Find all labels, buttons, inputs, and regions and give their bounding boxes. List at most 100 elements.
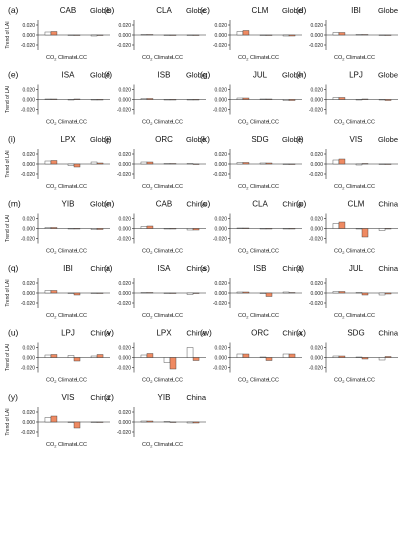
x-tick-label: LCC	[172, 120, 183, 126]
panel-c: (c) CLM Globe 0.020 0.000 -0.020 CO2 Climate LCC	[200, 5, 302, 62]
y-tick-label: -0.020	[21, 172, 35, 178]
region-label: Globe	[282, 71, 302, 80]
y-tick-label: 0.000	[22, 33, 35, 39]
bar-filled	[361, 228, 369, 238]
panel-label: (u)	[8, 328, 19, 338]
model-label: LPJ	[61, 329, 75, 338]
bar-open	[378, 163, 386, 165]
bar-open	[140, 292, 148, 294]
panel-u: (u) LPJ China 0.020 0.000 -0.020 Trend of LAI C…	[5, 328, 111, 385]
x-tick-label: CO2	[142, 378, 153, 385]
bar-filled	[265, 34, 273, 36]
region-label: Globe	[378, 6, 398, 15]
model-label: CAB	[156, 200, 172, 209]
bar-open	[355, 34, 363, 36]
bar-filled	[338, 291, 346, 294]
x-tick-label: LCC	[268, 313, 279, 319]
x-tick-label: Climate	[346, 184, 365, 190]
region-label: Globe	[186, 71, 206, 80]
x-tick-label: LCC	[76, 184, 87, 190]
x-tick-label: LCC	[268, 55, 279, 61]
bar-open	[67, 163, 75, 166]
x-tick-label: CO2	[334, 249, 345, 256]
region-label: China	[186, 200, 206, 209]
bar-filled	[361, 357, 369, 360]
bar-filled	[146, 420, 154, 423]
y-tick-label: 0.000	[310, 162, 323, 168]
region-label: China	[378, 329, 398, 338]
y-tick-label: -0.020	[117, 430, 131, 436]
bar-open	[236, 353, 244, 358]
y-tick-label: 0.020	[22, 346, 35, 352]
y-tick-label: 0.000	[118, 227, 131, 233]
y-tick-label: 0.020	[310, 217, 323, 223]
y-tick-label: 0.020	[22, 88, 35, 94]
x-tick-label: CO2	[142, 313, 153, 320]
x-tick-label: CO2	[238, 184, 249, 191]
bar-filled	[50, 227, 58, 229]
bar-open	[140, 161, 148, 165]
x-tick-label: Climate	[58, 313, 77, 319]
model-label: SDG	[347, 329, 364, 338]
region-label: Globe	[90, 200, 110, 209]
bar-open	[67, 421, 75, 423]
panel-b: (b) CLA Globe 0.020 0.000 -0.020 CO2 Climate LCC	[104, 5, 206, 62]
bar-filled	[338, 32, 346, 36]
region-label: Globe	[186, 6, 206, 15]
model-label: LPX	[60, 135, 76, 144]
panel-y: (y) VIS China 0.020 0.000 -0.020 Trend of LAI C…	[5, 392, 111, 449]
bar-open	[140, 98, 148, 100]
bar-open	[186, 292, 194, 295]
bar-filled	[96, 421, 104, 423]
bar-filled	[265, 228, 273, 230]
panel-x: (x) SDG China 0.020 0.000 -0.020 CO2 Climate LCC	[296, 328, 399, 385]
x-tick-label: CO2	[334, 313, 345, 320]
bar-filled	[338, 355, 346, 358]
model-label: LPJ	[349, 71, 363, 80]
bar-filled	[96, 292, 104, 294]
y-tick-label: 0.000	[118, 162, 131, 168]
bar-filled	[96, 34, 104, 36]
y-tick-label: -0.020	[309, 301, 323, 307]
x-tick-label: LCC	[76, 120, 87, 126]
x-tick-label: Climate	[346, 55, 365, 61]
y-tick-label: 0.000	[22, 356, 35, 362]
panel-r: (r) ISA China 0.020 0.000 -0.020 CO2 Climate LCC	[104, 263, 207, 320]
x-tick-label: CO2	[334, 184, 345, 191]
bar-filled	[169, 99, 177, 101]
x-tick-label: Climate	[346, 313, 365, 319]
y-tick-label: 0.000	[118, 291, 131, 297]
model-label: CLM	[348, 200, 365, 209]
panel-label: (h)	[296, 70, 307, 80]
region-label: Globe	[90, 6, 110, 15]
y-tick-label: 0.020	[214, 88, 227, 94]
model-label: CLA	[156, 6, 172, 15]
x-tick-label: LCC	[76, 55, 87, 61]
panel-label: (t)	[296, 263, 304, 273]
bar-filled	[73, 98, 81, 100]
model-label: CLA	[252, 200, 268, 209]
bar-open	[67, 228, 75, 230]
bar-filled	[242, 353, 250, 358]
x-tick-label: CO2	[46, 120, 57, 127]
panel-label: (y)	[8, 392, 18, 402]
bar-filled	[384, 163, 392, 165]
region-label: China	[186, 329, 206, 338]
panel-w: (w) ORC China 0.020 0.000 -0.020 CO2 Climate LCC	[200, 328, 303, 385]
bar-filled	[169, 357, 177, 370]
bar-open	[236, 31, 244, 36]
bar-filled	[361, 292, 369, 296]
bar-open	[378, 292, 386, 296]
bar-open	[186, 421, 194, 424]
bar-open	[67, 99, 75, 101]
y-tick-label: 0.000	[22, 227, 35, 233]
bar-open	[186, 34, 194, 36]
bar-open	[186, 228, 194, 231]
bar-filled	[50, 31, 58, 36]
bar-open	[186, 163, 194, 165]
bar-open	[163, 228, 171, 230]
x-tick-label: LCC	[364, 378, 375, 384]
bar-open	[163, 421, 171, 423]
region-label: China	[282, 200, 302, 209]
